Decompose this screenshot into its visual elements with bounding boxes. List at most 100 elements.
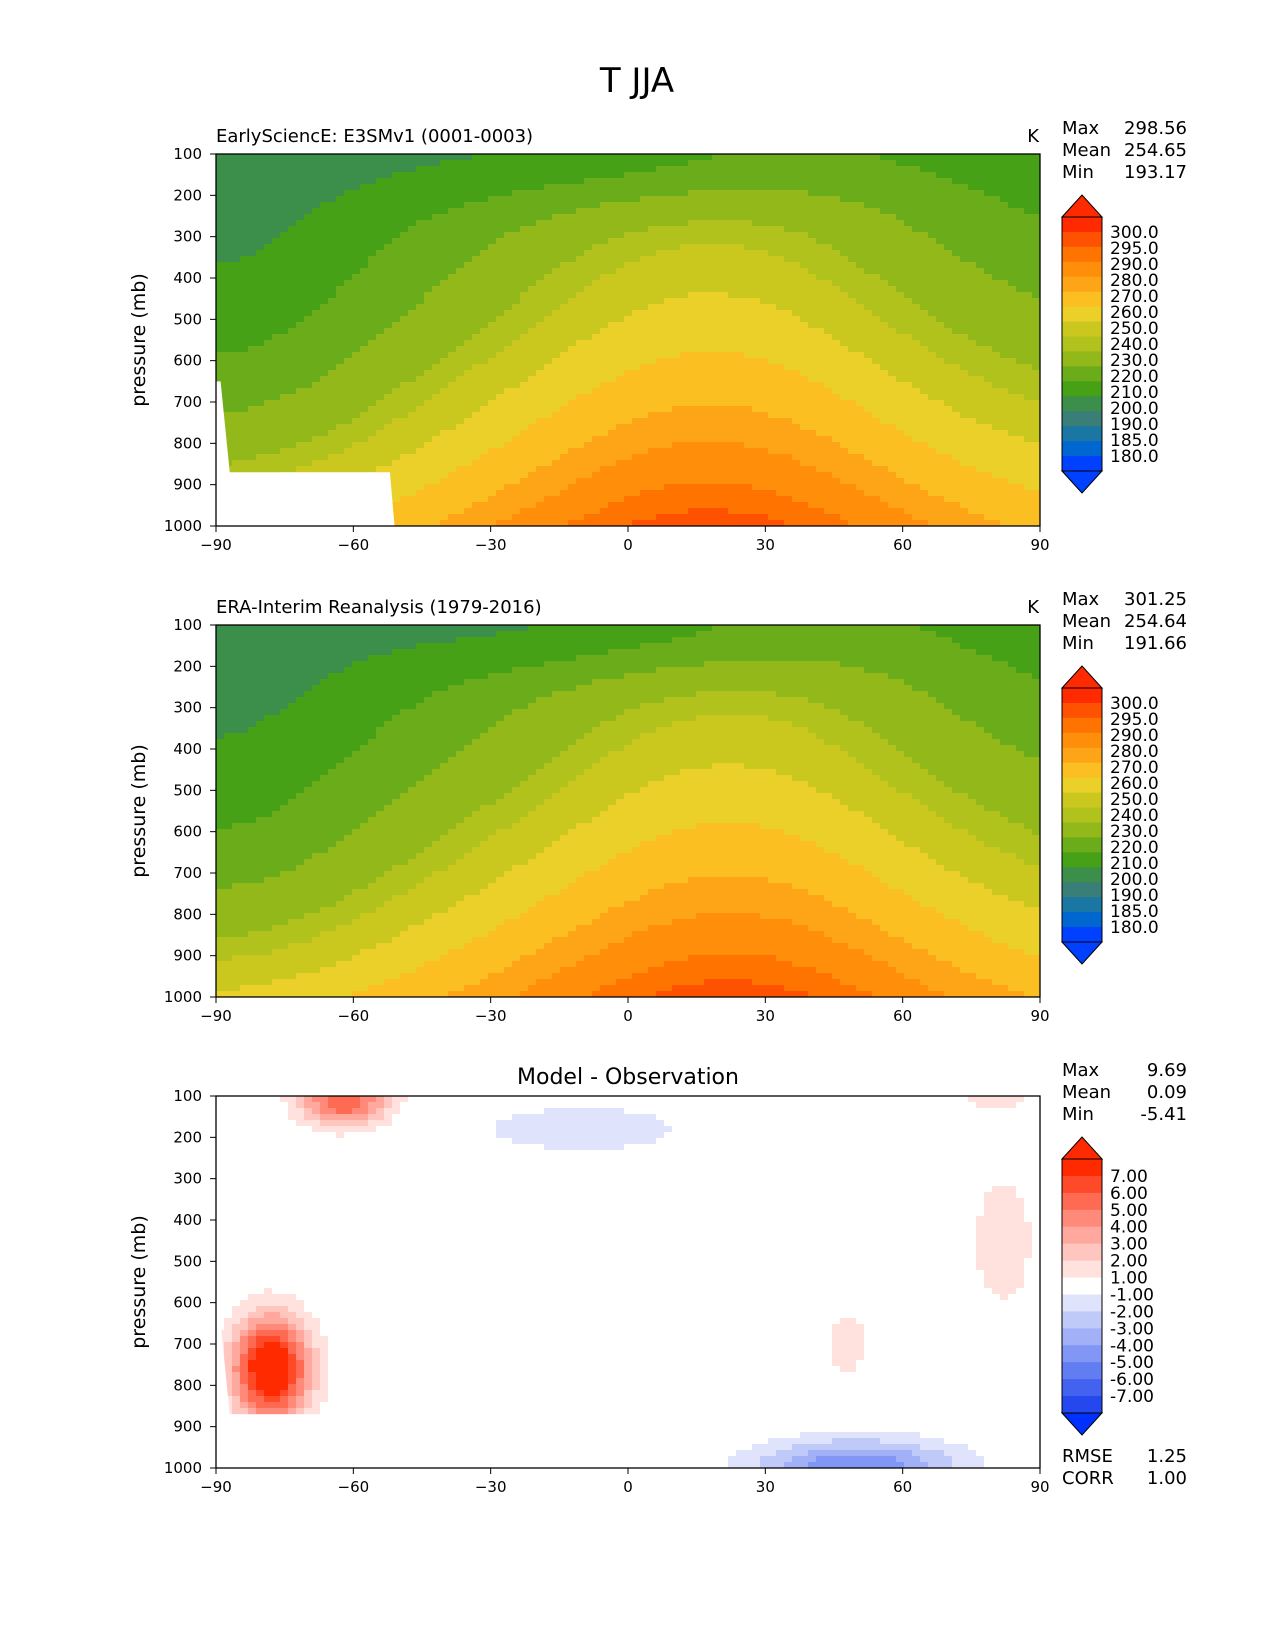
contour-cell bbox=[264, 424, 273, 431]
contour-cell bbox=[600, 382, 609, 389]
contour-cell bbox=[648, 232, 657, 239]
contour-cell bbox=[680, 412, 689, 419]
contour-cell bbox=[544, 208, 553, 215]
contour-cell bbox=[480, 298, 489, 305]
contour-cell bbox=[480, 292, 489, 299]
contour-cell bbox=[472, 304, 481, 311]
contour-cell bbox=[736, 382, 745, 389]
contour-cell bbox=[720, 406, 729, 413]
contour-cell bbox=[672, 238, 681, 245]
contour-cell bbox=[672, 160, 681, 167]
contour-cell bbox=[376, 304, 385, 311]
contour-cell bbox=[680, 430, 689, 437]
contour-cell bbox=[672, 262, 681, 269]
contour-cell bbox=[440, 172, 449, 179]
contour-cell bbox=[488, 484, 497, 491]
contour-cell bbox=[680, 184, 689, 191]
contour-cell bbox=[352, 154, 361, 161]
contour-cell bbox=[488, 292, 497, 299]
contour-cell bbox=[248, 322, 257, 329]
contour-cell bbox=[856, 256, 865, 263]
contour-cell bbox=[240, 190, 249, 197]
contour-cell bbox=[224, 340, 233, 347]
contour-cell bbox=[320, 322, 329, 329]
contour-cell bbox=[672, 190, 681, 197]
contour-cell bbox=[768, 172, 777, 179]
contour-cell bbox=[656, 406, 665, 413]
contour-cell bbox=[712, 154, 721, 161]
contour-cell bbox=[688, 490, 697, 497]
contour-cell bbox=[656, 172, 665, 179]
contour-cell bbox=[808, 490, 817, 497]
contour-cell bbox=[560, 496, 569, 503]
contour-cell bbox=[792, 472, 801, 479]
contour-cell bbox=[720, 364, 729, 371]
contour-cell bbox=[712, 346, 721, 353]
contour-cell bbox=[696, 172, 705, 179]
contour-cell bbox=[576, 370, 585, 377]
contour-cell bbox=[832, 232, 841, 239]
contour-cell bbox=[848, 364, 857, 371]
contour-cell bbox=[520, 376, 529, 383]
contour-cell bbox=[560, 328, 569, 335]
contour-cell bbox=[736, 280, 745, 287]
contour-cell bbox=[392, 370, 401, 377]
contour-cell bbox=[384, 238, 393, 245]
contour-cell bbox=[376, 184, 385, 191]
contour-cell bbox=[792, 298, 801, 305]
contour-cell bbox=[688, 274, 697, 281]
contour-cell bbox=[560, 430, 569, 437]
contour-cell bbox=[720, 502, 729, 509]
contour-cell bbox=[256, 316, 265, 323]
contour-cell bbox=[592, 328, 601, 335]
contour-cell bbox=[648, 316, 657, 323]
contour-cell bbox=[816, 436, 825, 443]
contour-cell bbox=[528, 370, 537, 377]
contour-cell bbox=[392, 448, 401, 455]
contour-cell bbox=[784, 154, 793, 161]
contour-cell bbox=[248, 268, 257, 275]
contour-cell bbox=[376, 400, 385, 407]
contour-cell bbox=[552, 388, 561, 395]
contour-cell bbox=[616, 154, 625, 161]
contour-cell bbox=[760, 298, 769, 305]
contour-cell bbox=[776, 436, 785, 443]
contour-cell bbox=[672, 472, 681, 479]
contour-cell bbox=[552, 202, 561, 209]
contour-cell bbox=[824, 274, 833, 281]
contour-cell bbox=[672, 274, 681, 281]
contour-cell bbox=[304, 436, 313, 443]
contour-cell bbox=[256, 454, 265, 461]
contour-cell bbox=[384, 268, 393, 275]
contour-cell bbox=[832, 490, 841, 497]
contour-cell bbox=[496, 292, 505, 299]
contour-cell bbox=[704, 364, 713, 371]
contour-cell bbox=[344, 268, 353, 275]
contour-cell bbox=[328, 352, 337, 359]
contour-cell bbox=[600, 412, 609, 419]
contour-cell bbox=[272, 226, 281, 233]
contour-cell bbox=[680, 190, 689, 197]
contour-cell bbox=[840, 364, 849, 371]
contour-cell bbox=[680, 262, 689, 269]
contour-cell bbox=[536, 484, 545, 491]
contour-cell bbox=[664, 322, 673, 329]
contour-cell bbox=[304, 340, 313, 347]
contour-cell bbox=[680, 346, 689, 353]
contour-cell bbox=[840, 370, 849, 377]
contour-cell bbox=[264, 316, 273, 323]
contour-cell bbox=[696, 274, 705, 281]
contour-cell bbox=[728, 214, 737, 221]
contour-cell bbox=[424, 268, 433, 275]
contour-cell bbox=[520, 466, 529, 473]
contour-cell bbox=[496, 310, 505, 317]
contour-cell bbox=[248, 352, 257, 359]
contour-cell bbox=[552, 322, 561, 329]
contour-cell bbox=[784, 382, 793, 389]
contour-cell bbox=[720, 400, 729, 407]
contour-cell bbox=[784, 502, 793, 509]
contour-cell bbox=[632, 418, 641, 425]
contour-cell bbox=[360, 238, 369, 245]
contour-cell bbox=[272, 274, 281, 281]
contour-cell bbox=[304, 166, 313, 173]
